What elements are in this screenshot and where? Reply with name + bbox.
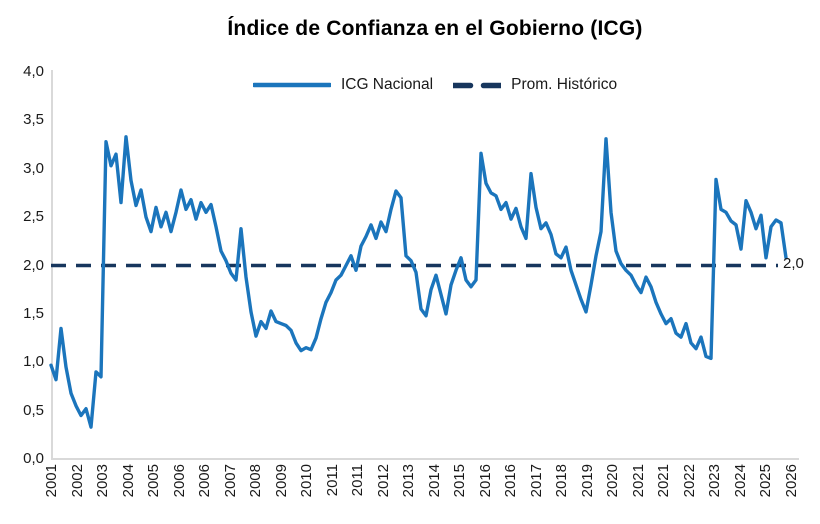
x-tick-label: 2014	[425, 464, 443, 498]
x-tick-label: 2015	[451, 464, 469, 498]
legend-label-icg-nacional: ICG Nacional	[340, 76, 434, 93]
x-tick-label: 2012	[374, 464, 392, 498]
x-tick-label: 2018	[553, 464, 571, 498]
x-tick-label: 2005	[145, 464, 163, 498]
y-tick-label: 3,5	[23, 111, 44, 129]
x-tick-label: 2004	[119, 464, 137, 498]
x-tick-label: 2025	[757, 464, 775, 498]
reference-value-label: 2,0	[783, 255, 804, 272]
x-tick-label: 2011	[349, 464, 367, 497]
x-tick-label: 2002	[68, 464, 86, 498]
x-tick-label: 2011	[323, 464, 341, 497]
x-tick-label: 2007	[221, 464, 239, 498]
x-tick-label: 2006	[196, 464, 214, 498]
x-tick-label: 2026	[783, 464, 800, 498]
y-tick-label: 4,0	[23, 63, 44, 80]
y-axis-line	[51, 70, 53, 460]
x-tick-label: 2013	[400, 464, 418, 498]
x-tick-label: 2008	[247, 464, 265, 498]
y-tick-label: 1,0	[23, 353, 44, 371]
chart-title: Índice de Confianza en el Gobierno (ICG)	[227, 17, 643, 40]
x-tick-label: 2021	[629, 464, 647, 498]
y-tick-label: 2,0	[23, 256, 44, 274]
legend-item-prom-historico: Prom. Histórico	[453, 76, 617, 94]
y-tick-label: 0,5	[23, 401, 44, 419]
x-tick-label: 2016	[476, 464, 494, 498]
legend-solid-line-swatch-icon	[252, 82, 331, 88]
x-tick-label: 2003	[94, 464, 112, 498]
x-tick-label: 2024	[731, 464, 749, 498]
x-tick-label: 2019	[578, 464, 596, 498]
x-tick-label: 2022	[680, 464, 698, 498]
x-tick-label: 2017	[527, 464, 545, 498]
y-tick-label: 0,0	[23, 450, 44, 467]
x-tick-label: 2016	[502, 464, 520, 498]
x-tick-label: 2021	[655, 464, 673, 498]
legend-label-prom-historico: Prom. Histórico	[511, 76, 618, 93]
x-tick-label: 2010	[298, 464, 316, 498]
icg-nacional-series-line	[49, 135, 788, 429]
y-tick-label: 2,5	[23, 208, 44, 226]
y-tick-label: 3,0	[23, 159, 44, 177]
x-tick-label: 2009	[272, 464, 290, 498]
x-tick-label: 2020	[604, 464, 622, 498]
legend-item-icg-nacional: ICG Nacional	[252, 76, 434, 94]
chart-legend: ICG Nacional Prom. Histórico	[50, 74, 820, 96]
legend-dashed-line-swatch-icon	[453, 82, 502, 88]
x-tick-label: 2006	[170, 464, 188, 498]
x-tick-label: 2001	[43, 464, 60, 498]
x-tick-label: 2023	[706, 464, 724, 498]
x-axis-line	[51, 458, 799, 460]
y-tick-label: 1,5	[23, 304, 44, 322]
